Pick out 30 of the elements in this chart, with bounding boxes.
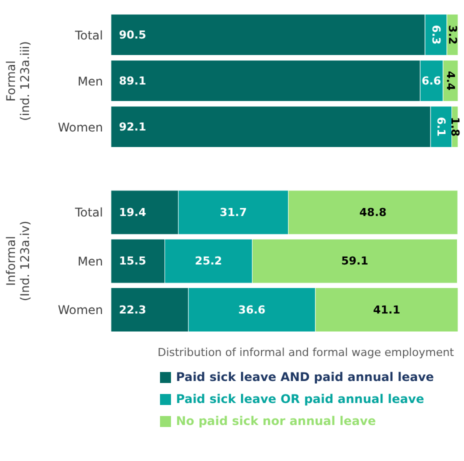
data-label: 4.4 [444,71,458,91]
data-label: 41.1 [373,303,400,316]
y-axis-title: Informal (Ind. 123a.iv) [4,220,32,302]
x-axis-title: Distribution of informal and formal wage employment [158,346,455,359]
data-label: 19.4 [119,206,146,219]
data-label: 15.5 [119,254,146,268]
data-label: 25.2 [194,254,222,268]
data-label: 59.1 [341,254,368,268]
data-label: 22.3 [119,303,146,316]
y-tick-label: Men [78,254,103,268]
data-label: 92.1 [119,120,146,134]
data-label: 6.6 [422,74,442,88]
legend-label: Paid sick leave OR paid annual leave [176,392,424,406]
data-label: 6.1 [434,117,448,137]
data-label: 6.3 [429,25,442,45]
y-tick-label: Men [78,74,103,88]
y-tick-label: Women [58,120,103,134]
y-tick-label: Total [74,28,103,42]
data-label: 48.8 [359,206,387,219]
text: No paid sick nor annual leave [176,414,376,428]
y-tick-label: Women [58,302,103,317]
data-label: 1.8 [448,117,462,137]
y-axis-title: Formal (ind. 123a.iii) [4,41,32,121]
legend-label: Paid sick leave AND paid annual leave [176,370,434,384]
y-tick-label: Total [74,206,103,220]
data-label: 3.2 [446,25,459,45]
data-label: 31.7 [220,206,247,219]
data-label: 89.1 [119,74,146,88]
data-label: 36.6 [238,303,266,316]
data-label: 90.5 [119,28,146,42]
